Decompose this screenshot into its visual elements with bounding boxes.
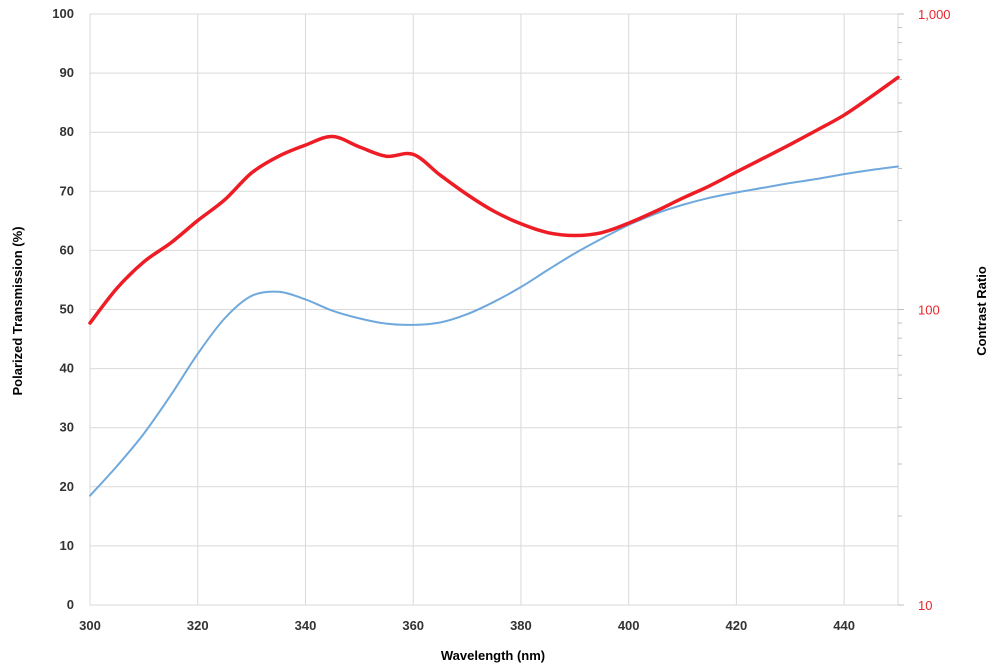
x-tick-label-340: 340: [295, 618, 317, 633]
y-axis-title: Polarized Transmission (%): [10, 226, 25, 395]
y-tick-label-10: 10: [60, 538, 74, 553]
y2-tick-labels: 10 100 1,000: [918, 7, 951, 613]
y2-tick-label-10: 10: [918, 598, 932, 613]
y-tick-label-80: 80: [60, 124, 74, 139]
y-tick-label-20: 20: [60, 479, 74, 494]
x-tick-label-420: 420: [726, 618, 748, 633]
gridlines: [89, 13, 904, 606]
y2-tick-label-100: 100: [918, 303, 940, 318]
x-tick-label-320: 320: [187, 618, 209, 633]
x-tick-label-400: 400: [618, 618, 640, 633]
y-tick-label-30: 30: [60, 420, 74, 435]
x-tick-label-440: 440: [833, 618, 855, 633]
y2-axis-title: Contrast Ratio: [974, 266, 989, 356]
x-axis-title: Wavelength (nm): [441, 648, 545, 663]
y-tick-label-60: 60: [60, 242, 74, 257]
x-tick-labels: 300 320 340 360 380 400 420 440: [79, 618, 855, 633]
contrast-ratio-line: [88, 75, 900, 325]
x-tick-label-300: 300: [79, 618, 101, 633]
y2-tick-label-1000: 1,000: [918, 7, 951, 22]
y-tick-label-50: 50: [60, 302, 74, 317]
y-tick-labels: 0 10 20 30 40 50 60 70 80 90 100: [52, 6, 74, 612]
series-group: [88, 75, 900, 497]
y-tick-label-0: 0: [67, 597, 74, 612]
y-tick-label-70: 70: [60, 183, 74, 198]
polarized-transmission-line: [89, 165, 899, 497]
y-tick-label-40: 40: [60, 361, 74, 376]
y-tick-label-100: 100: [52, 6, 74, 21]
x-tick-label-360: 360: [402, 618, 424, 633]
x-tick-label-380: 380: [510, 618, 532, 633]
y-tick-label-90: 90: [60, 65, 74, 80]
